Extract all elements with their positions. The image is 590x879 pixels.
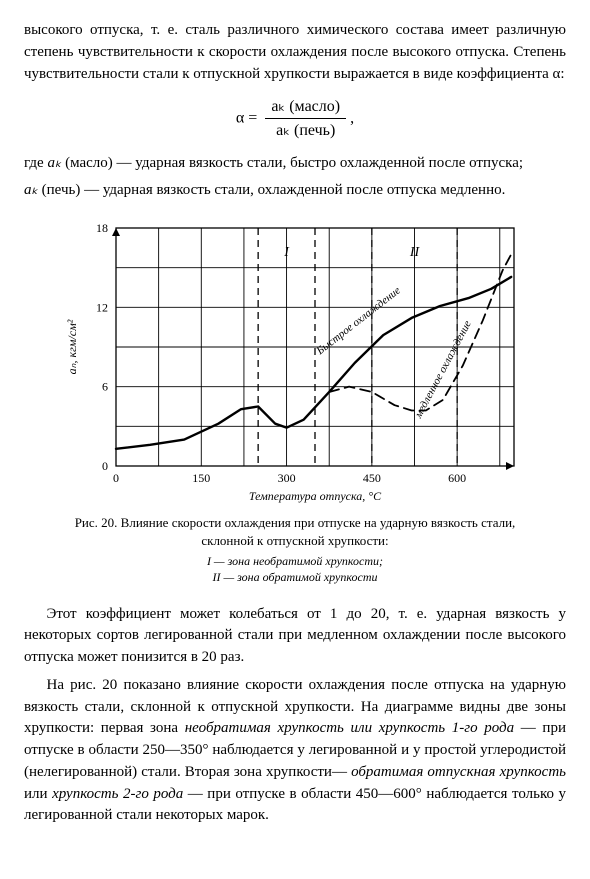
- figure-caption: Рис. 20. Влияние скорости охлаждения при…: [54, 514, 536, 549]
- svg-text:12: 12: [96, 300, 108, 314]
- formula-fraction: aₖ (масло) aₖ (печь): [265, 95, 346, 142]
- svg-text:6: 6: [102, 380, 108, 394]
- p5-d: обратимая отпускная хрупкость: [351, 764, 566, 780]
- paragraph-2: где aₖ (масло) — ударная вязкость стали,…: [24, 153, 566, 175]
- caption-sub-line2: II — зона обратимой хрупкости: [213, 570, 378, 584]
- formula-numerator: aₖ (масло): [265, 95, 346, 119]
- chart-figure: IIIБыстрое охлаждениемедленное охлаждени…: [60, 216, 530, 506]
- p5-f: хрупкость 2-го рода: [52, 786, 183, 802]
- paragraph-4: Этот коэффициент может колебаться от 1 д…: [24, 604, 566, 669]
- svg-text:600: 600: [448, 471, 466, 485]
- svg-text:0: 0: [102, 459, 108, 473]
- p5-b: необратимая хрупкость или хрупкость 1-го…: [185, 720, 514, 736]
- p3-rest: (печь) — ударная вязкость стали, охлажде…: [38, 182, 505, 198]
- paragraph-1: высокого отпуска, т. е. сталь различного…: [24, 20, 566, 85]
- p2-symbol: aₖ: [47, 155, 61, 171]
- svg-text:II: II: [409, 245, 421, 260]
- p3-symbol: aₖ: [24, 182, 38, 198]
- figure-caption-sub: I — зона необратимой хрупкости; II — зон…: [54, 553, 536, 585]
- chart-svg: IIIБыстрое охлаждениемедленное охлаждени…: [60, 216, 530, 506]
- paragraph-3: aₖ (печь) — ударная вязкость стали, охла…: [24, 180, 566, 202]
- svg-text:450: 450: [363, 471, 381, 485]
- formula-denominator: aₖ (печь): [265, 119, 346, 142]
- svg-text:Температура отпуска, °С: Температура отпуска, °С: [249, 489, 382, 503]
- svg-text:18: 18: [96, 221, 108, 235]
- p2-prefix: где: [24, 155, 47, 171]
- p2-rest: (масло) — ударная вязкость стали, быстро…: [61, 155, 523, 171]
- formula-lhs: α =: [236, 110, 257, 127]
- svg-text:300: 300: [278, 471, 296, 485]
- paragraph-5: На рис. 20 показано влияние скорости охл…: [24, 675, 566, 827]
- svg-text:0: 0: [113, 471, 119, 485]
- svg-text:150: 150: [192, 471, 210, 485]
- p5-e: или: [24, 786, 52, 802]
- caption-sub-line1: I — зона необратимой хрупкости;: [207, 554, 383, 568]
- formula-tail: ,: [350, 110, 354, 127]
- formula: α = aₖ (масло) aₖ (печь) ,: [24, 95, 566, 142]
- svg-text:aₙ, кгм/см²: aₙ, кгм/см²: [65, 319, 79, 374]
